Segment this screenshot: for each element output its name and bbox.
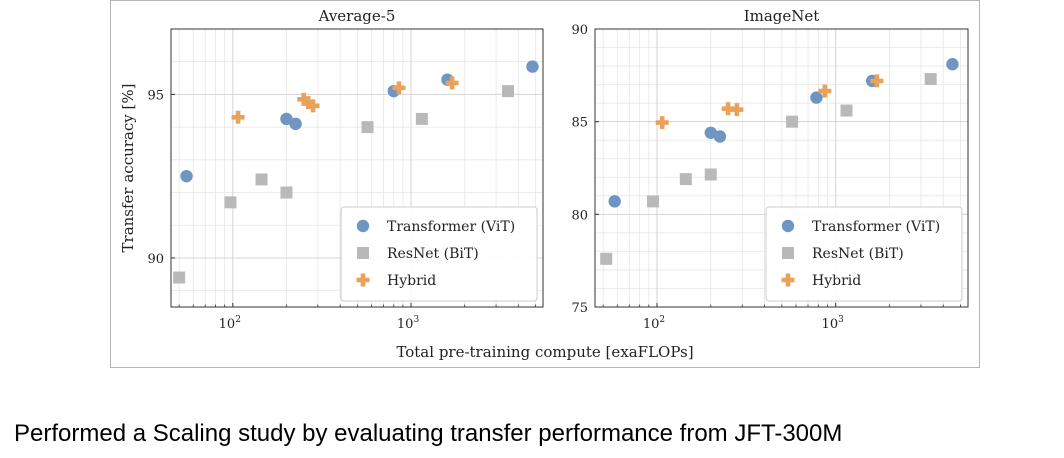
series-vit — [180, 60, 539, 183]
plot-frame — [170, 28, 544, 308]
legend-box — [765, 206, 963, 302]
slide-caption: Performed a Scaling study by evaluating … — [14, 420, 843, 447]
data-point-bit — [679, 173, 692, 186]
panel-title: Average-5 — [318, 7, 396, 25]
data-point-bit — [280, 186, 293, 199]
legend-marker-vit — [781, 219, 795, 233]
data-point-hybrid — [306, 99, 320, 113]
x-tick-exponent: 3 — [838, 315, 844, 325]
legend-marker-bit — [782, 247, 794, 259]
plot-frame — [594, 28, 969, 308]
legend-label-hybrid: Hybrid — [812, 273, 861, 289]
data-point-bit — [600, 252, 613, 265]
data-point-vit — [608, 195, 621, 208]
panel-title: ImageNet — [744, 7, 820, 25]
data-point-vit — [713, 130, 727, 143]
y-tick-label: 80 — [571, 208, 588, 223]
panel-2: 102 103 75 80 85 90 ImageNet Transformer (ViT) R… — [571, 7, 969, 332]
chart-figure: 102 103 90 95 Average-5 Transformer (ViT) ResN… — [110, 0, 980, 368]
x-axis-label: Total pre-training compute [exaFLOPs] — [396, 343, 693, 361]
data-point-hybrid — [730, 103, 744, 117]
y-tick-label: 95 — [147, 88, 164, 103]
y-tick-label: 90 — [147, 252, 164, 267]
legend-marker-hybrid — [356, 273, 370, 287]
data-point-bit — [361, 121, 374, 134]
x-tick-label: 102 — [219, 315, 241, 332]
series-bit — [173, 85, 515, 284]
series-bit — [600, 73, 937, 265]
legend-label-bit: ResNet (BiT) — [387, 246, 479, 262]
x-tick-label: 102 — [643, 315, 665, 332]
legend-marker-vit — [356, 219, 370, 233]
legend-marker-bit — [357, 247, 369, 259]
legend-box — [340, 206, 538, 302]
legend-label-hybrid: Hybrid — [387, 273, 436, 289]
x-tick-label: 103 — [397, 315, 420, 332]
data-point-bit — [173, 271, 186, 284]
data-point-vit — [180, 169, 193, 183]
data-point-hybrid — [870, 74, 884, 88]
series-hybrid — [655, 74, 884, 130]
data-point-bit — [415, 112, 428, 125]
legend: Transformer (ViT) ResNet (BiT) Hybrid — [340, 206, 538, 302]
data-point-vit — [946, 58, 959, 71]
data-point-bit — [786, 115, 799, 128]
data-point-hybrid — [392, 81, 406, 95]
x-tick-exponent: 2 — [235, 315, 241, 325]
data-point-hybrid — [231, 110, 245, 124]
legend-label-bit: ResNet (BiT) — [812, 246, 904, 262]
data-point-bit — [646, 195, 659, 208]
data-point-hybrid — [297, 92, 311, 106]
legend-label-vit: Transformer (ViT) — [812, 219, 940, 235]
data-point-bit — [502, 85, 515, 98]
data-point-hybrid — [721, 102, 735, 116]
y-tick-label: 75 — [571, 301, 588, 316]
data-point-bit — [924, 73, 937, 86]
data-point-vit — [810, 91, 823, 104]
data-point-bit — [704, 168, 717, 181]
series-vit — [608, 58, 959, 208]
x-tick-exponent: 2 — [659, 315, 665, 325]
legend-label-vit: Transformer (ViT) — [387, 219, 515, 235]
legend-marker-hybrid — [781, 273, 795, 287]
data-point-hybrid — [445, 76, 459, 90]
data-point-vit — [289, 117, 302, 131]
data-point-hybrid — [301, 96, 315, 110]
data-point-vit — [526, 60, 539, 73]
y-tick-label: 85 — [571, 116, 588, 131]
panel-1: 102 103 90 95 Average-5 Transformer (ViT) ResN… — [147, 7, 544, 332]
data-point-hybrid — [655, 116, 669, 130]
y-axis-label: Transfer accuracy [%] — [119, 84, 137, 253]
x-tick-exponent: 3 — [413, 315, 419, 325]
y-tick-label: 90 — [571, 23, 588, 38]
data-point-bit — [224, 196, 237, 209]
data-point-bit — [255, 173, 268, 186]
x-tick-label: 103 — [822, 315, 845, 332]
data-point-vit — [280, 112, 293, 126]
chart-svg: 102 103 90 95 Average-5 Transformer (ViT) ResN… — [119, 7, 969, 361]
data-point-hybrid — [818, 84, 832, 98]
data-point-bit — [840, 104, 853, 117]
legend: Transformer (ViT) ResNet (BiT) Hybrid — [765, 206, 963, 302]
series-hybrid — [231, 76, 459, 124]
